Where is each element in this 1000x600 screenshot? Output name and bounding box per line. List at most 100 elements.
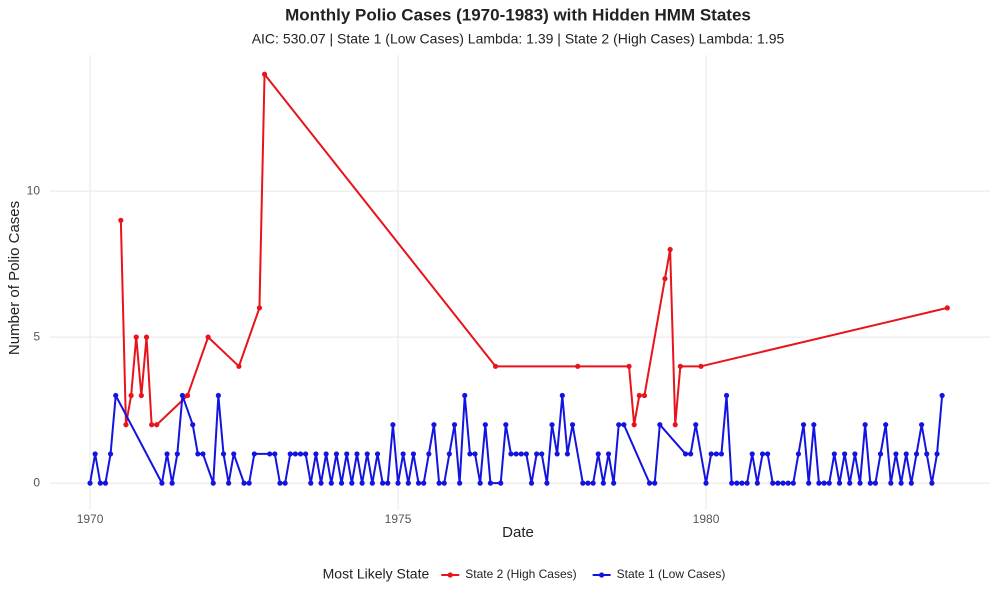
data-point [359, 480, 365, 486]
x-tick-label: 1975 [385, 512, 412, 526]
data-point [477, 480, 483, 486]
data-point [826, 480, 832, 486]
data-point [590, 480, 596, 486]
data-point [523, 451, 529, 457]
chart-subtitle: AIC: 530.07 | State 1 (Low Cases) Lambda… [252, 31, 785, 47]
data-point [451, 422, 458, 428]
data-point [595, 451, 601, 457]
data-point [667, 246, 673, 253]
data-point [554, 451, 560, 457]
data-point [226, 480, 232, 486]
data-point [436, 480, 442, 486]
data-point [611, 480, 617, 486]
data-point [277, 480, 283, 486]
data-point [575, 363, 581, 369]
data-point [811, 422, 817, 428]
legend: Most Likely State State 2 (High Cases) Sta… [323, 566, 726, 582]
data-point [718, 451, 725, 457]
data-point [528, 480, 535, 486]
data-point [344, 451, 350, 457]
data-point [374, 451, 381, 457]
data-point [688, 451, 694, 457]
data-point [749, 451, 755, 457]
data-point [231, 451, 237, 457]
data-point [913, 451, 920, 457]
data-point [369, 480, 375, 486]
data-point [708, 451, 714, 457]
data-point [123, 422, 129, 428]
data-point [636, 392, 642, 399]
data-point [169, 480, 175, 486]
data-point [297, 451, 304, 457]
data-point [518, 451, 524, 457]
data-point [770, 480, 776, 486]
legend-label: State 1 (Low Cases) [617, 567, 726, 581]
data-point [877, 451, 884, 457]
data-point [569, 422, 576, 428]
data-point [210, 480, 216, 486]
data-point [626, 363, 632, 369]
data-point [842, 451, 848, 457]
data-point [133, 334, 139, 340]
data-point [138, 392, 144, 399]
data-point [128, 392, 134, 399]
data-point [754, 480, 760, 486]
data-point [662, 276, 668, 282]
data-point [790, 480, 796, 486]
data-point [723, 392, 730, 399]
data-point [487, 480, 494, 486]
x-tick-label: 1980 [693, 512, 720, 526]
data-point [857, 480, 863, 486]
data-point [107, 451, 114, 457]
data-point [400, 451, 406, 457]
data-point [426, 451, 432, 457]
data-point [883, 422, 889, 428]
data-point [220, 451, 227, 457]
data-point [503, 422, 509, 428]
data-point [236, 363, 242, 369]
data-point [118, 217, 124, 223]
data-point [256, 305, 263, 311]
data-point [498, 480, 504, 486]
y-tick-label: 10 [27, 183, 41, 197]
data-point [195, 451, 201, 457]
data-point [338, 480, 345, 486]
data-point [600, 480, 606, 486]
data-point [287, 451, 293, 457]
data-point [616, 422, 622, 428]
data-point [215, 392, 221, 399]
data-point [677, 363, 683, 369]
data-point [149, 422, 155, 428]
data-point [513, 451, 519, 457]
data-point [472, 451, 478, 457]
data-point [564, 451, 571, 457]
x-tick-label: 1970 [77, 512, 104, 526]
data-point [267, 451, 273, 457]
series-line [119, 73, 948, 426]
data-point [482, 422, 488, 428]
data-point [415, 480, 422, 486]
data-point [364, 451, 370, 457]
data-point [821, 480, 827, 486]
data-point [390, 422, 396, 428]
legend-label: State 2 (High Cases) [465, 567, 576, 581]
data-point [241, 480, 247, 486]
data-point [97, 480, 103, 486]
legend-swatch-point [599, 572, 605, 578]
x-axis-label: Date [502, 524, 534, 541]
data-point [929, 480, 935, 486]
data-point [405, 480, 411, 486]
data-point [867, 480, 873, 486]
data-point [261, 71, 268, 77]
data-point [349, 480, 355, 486]
data-point [621, 422, 627, 428]
data-point [200, 451, 206, 457]
data-point [318, 480, 324, 486]
data-point [836, 480, 843, 486]
data-point [744, 480, 750, 486]
data-point [559, 392, 565, 399]
data-point [143, 334, 150, 340]
data-point [693, 422, 699, 428]
data-point [806, 480, 812, 486]
